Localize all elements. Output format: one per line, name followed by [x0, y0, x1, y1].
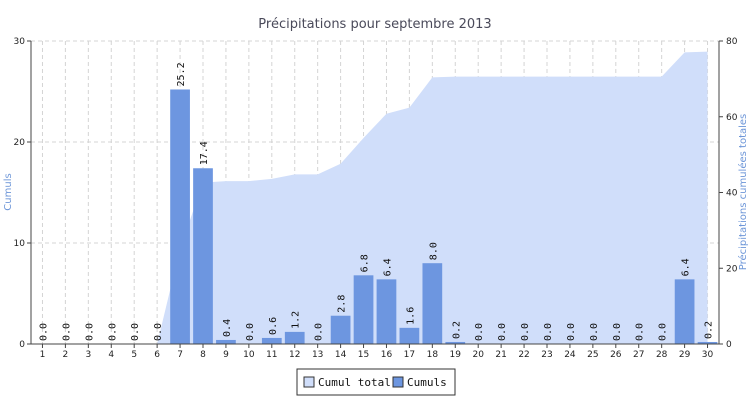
x-tick-label: 26: [610, 350, 622, 360]
left-y-tick-label: 20: [14, 138, 26, 148]
bar-value-label: 0.0: [61, 323, 72, 341]
x-tick-label: 6: [154, 350, 160, 360]
bar-value-label: 0.0: [107, 323, 118, 341]
bar-value-label: 0.0: [543, 323, 554, 341]
bar-value-label: 0.0: [314, 323, 325, 341]
right-y-tick-labels: 0 20 40 60 80: [719, 37, 738, 350]
bar-value-label: 1.2: [291, 311, 302, 329]
x-tick-label: 13: [312, 350, 323, 360]
x-tick-label: 22: [518, 350, 529, 360]
x-tick-label: 23: [541, 350, 552, 360]
chart-title: Précipitations pour septembre 2013: [258, 17, 491, 32]
x-tick-label: 20: [472, 350, 484, 360]
bar-value-label: 0.0: [497, 323, 508, 341]
cumul-total-area-shape: [42, 51, 708, 344]
bar-value-label: 0.0: [635, 323, 646, 341]
left-y-tick-labels: 0 10 20 30: [14, 37, 31, 350]
x-tick-label: 21: [495, 350, 506, 360]
right-y-tick-label: 80: [726, 37, 738, 47]
bar-value-label: 25.2: [176, 62, 187, 86]
legend-swatch-cumul-total: [303, 376, 315, 388]
x-tick-label: 8: [200, 350, 206, 360]
bar-value-label: 6.4: [681, 258, 692, 276]
bar-value-label: 1.6: [405, 307, 416, 325]
bar: [330, 315, 351, 344]
bar-value-label: 0.2: [704, 321, 715, 339]
x-tick-label: 17: [404, 350, 415, 360]
bar-value-label: 0.0: [84, 323, 95, 341]
x-tick-label: 14: [335, 350, 347, 360]
x-tick-label: 2: [63, 350, 69, 360]
bar: [399, 327, 420, 344]
legend: Cumul total Cumuls: [296, 368, 456, 396]
left-axis-title: Cumuls: [3, 173, 14, 210]
bar-value-label: 2.8: [337, 295, 348, 313]
left-y-tick-label: 10: [14, 239, 26, 249]
x-tick-label: 28: [656, 350, 668, 360]
bar: [284, 331, 305, 344]
bar-value-label: 0.0: [612, 323, 623, 341]
bar-value-label: 6.4: [382, 258, 393, 276]
bar: [697, 341, 718, 344]
x-tick-label: 18: [427, 350, 439, 360]
right-y-tick-label: 40: [726, 189, 738, 199]
x-tick-label: 9: [223, 350, 229, 360]
x-tick-label: 24: [564, 350, 576, 360]
legend-swatch-cumuls: [392, 376, 404, 388]
bar-value-label: 0.0: [520, 323, 531, 341]
right-y-tick-label: 60: [726, 113, 738, 123]
bar: [170, 89, 190, 344]
bar-value-label: 0.0: [658, 323, 669, 341]
bar-value-label: 0.2: [451, 321, 462, 339]
bar: [376, 279, 397, 344]
right-y-tick-label: 20: [726, 264, 738, 274]
bar-value-label: 0.6: [268, 317, 279, 335]
bar: [674, 279, 695, 344]
legend-box: [296, 368, 456, 396]
cumuls-bars: [170, 89, 718, 344]
x-tick-label: 12: [289, 350, 300, 360]
bar-value-label: 17.4: [199, 141, 210, 165]
bar: [193, 168, 213, 344]
x-tick-label: 29: [679, 350, 691, 360]
bar-value-label: 8.0: [428, 242, 439, 260]
bar-value-label: 0.0: [245, 323, 256, 341]
x-tick-label: 5: [131, 350, 137, 360]
x-tick-label: 16: [381, 350, 393, 360]
x-tick-label: 30: [702, 350, 714, 360]
bar: [353, 275, 374, 344]
bar: [216, 339, 236, 344]
x-tick-label: 19: [450, 350, 462, 360]
right-axis-title: Précipitations cumulées totales: [737, 114, 749, 271]
bar-value-label: 0.0: [474, 323, 485, 341]
x-tick-label: 25: [587, 350, 598, 360]
bar: [261, 337, 282, 344]
legend-label-cumul-total: Cumul total: [318, 376, 391, 389]
bar-value-label: 0.0: [589, 323, 600, 341]
right-y-tick-label: 0: [726, 340, 732, 350]
left-y-tick-label: 0: [19, 340, 25, 350]
x-tick-label: 10: [243, 350, 255, 360]
bar-value-label: 0.0: [38, 323, 49, 341]
x-tick-label: 15: [358, 350, 369, 360]
bar-value-label: 0.0: [130, 323, 141, 341]
x-tick-label: 27: [633, 350, 644, 360]
x-tick-labels: 1 2 3 4 5 6 7 8 9 10 11 12 13 14 15 16 17 18 19 20 21 22 23 24 2…: [40, 344, 714, 360]
x-tick-label: 4: [108, 350, 114, 360]
x-tick-label: 1: [40, 350, 46, 360]
bar: [422, 263, 443, 344]
bar-value-label: 6.8: [360, 254, 371, 272]
x-tick-label: 11: [266, 350, 277, 360]
bar-value-labels: 0.0 0.0 0.0 0.0 0.0 0.0 25.2 17.4 0.4 0.0 0.6 1.2 0.…: [38, 62, 714, 341]
x-tick-label: 3: [85, 350, 91, 360]
bar-value-label: 0.0: [153, 323, 164, 341]
bar: [445, 341, 466, 344]
left-y-tick-label: 30: [14, 37, 26, 47]
legend-label-cumuls: Cumuls: [407, 376, 447, 389]
bar-value-label: 0.4: [222, 319, 233, 337]
cumul-total-area: [42, 51, 708, 344]
x-tick-label: 7: [177, 350, 183, 360]
bar-value-label: 0.0: [566, 323, 577, 341]
